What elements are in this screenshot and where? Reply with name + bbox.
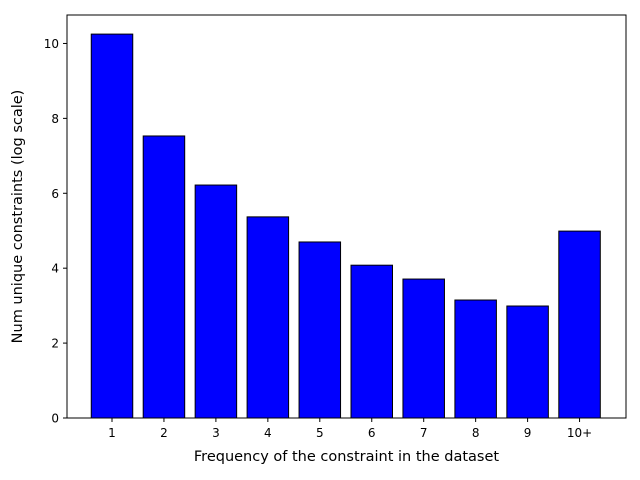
- x-tick-label: 5: [316, 426, 324, 440]
- bar-3: [194, 184, 238, 419]
- x-tick-label: 2: [160, 426, 168, 440]
- x-tick-label: 6: [368, 426, 376, 440]
- bar-4: [246, 216, 290, 419]
- bar-6: [350, 264, 393, 419]
- x-tick-label: 8: [472, 426, 480, 440]
- x-tick-label: 1: [108, 426, 116, 440]
- y-axis-label: Num unique constraints (log scale): [10, 90, 26, 344]
- bar-2: [142, 135, 186, 419]
- x-tick-label: 4: [264, 426, 272, 440]
- y-axis-ticks: 0 2 4 6 8 10: [44, 37, 67, 426]
- y-tick-label: 8: [51, 112, 59, 126]
- bars-layer: [90, 33, 601, 419]
- x-axis-ticks: 1 2 3 4 5 6 7 8 9 10+: [108, 418, 592, 440]
- y-tick-label: 4: [51, 262, 59, 276]
- x-axis-label: Frequency of the constraint in the datas…: [194, 449, 500, 465]
- bar-8: [454, 299, 497, 419]
- x-tick-label: 10+: [567, 426, 592, 440]
- x-tick-label: 3: [212, 426, 220, 440]
- bar-10+: [558, 230, 601, 419]
- plot-frame: [66, 14, 627, 419]
- y-tick-label: 6: [51, 187, 59, 201]
- y-tick-label: 0: [51, 412, 59, 426]
- y-tick-label: 2: [51, 337, 59, 351]
- y-tick-label: 10: [44, 37, 59, 51]
- x-tick-label: 7: [420, 426, 428, 440]
- bar-1: [90, 33, 134, 419]
- bar-7: [402, 278, 445, 419]
- x-tick-label: 9: [524, 426, 532, 440]
- bar-9: [506, 305, 549, 419]
- bar-5: [298, 241, 342, 419]
